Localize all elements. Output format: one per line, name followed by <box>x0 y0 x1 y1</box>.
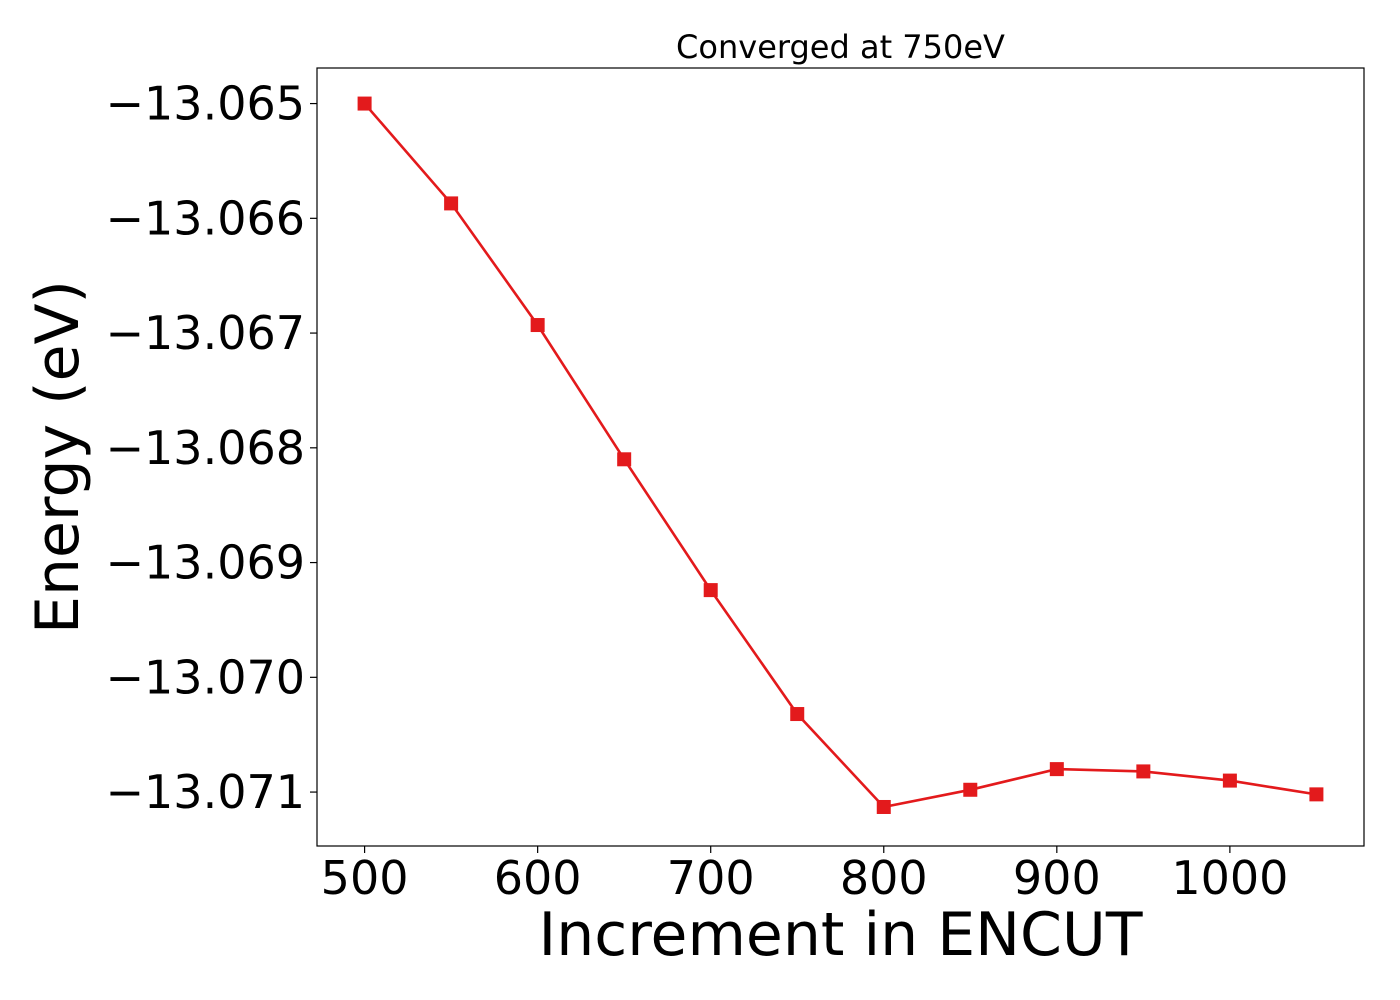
y-tick-label: −13.066 <box>106 191 306 245</box>
data-point-marker <box>876 799 891 814</box>
y-tick-label: −13.065 <box>106 77 306 131</box>
data-point-marker <box>357 96 372 111</box>
series-line <box>363 102 1317 809</box>
data-point-marker <box>790 707 805 722</box>
x-tick-label: 800 <box>840 851 928 905</box>
y-tick-label: −13.069 <box>106 536 306 590</box>
x-axis-label: Increment in ENCUT <box>539 900 1143 970</box>
x-tick-label: 1000 <box>1171 851 1288 905</box>
data-point-marker <box>1222 773 1237 788</box>
data-point-marker <box>444 196 459 211</box>
data-point-marker <box>617 452 632 467</box>
x-tick-label: 500 <box>321 851 409 905</box>
y-axis-label: Energy (eV) <box>23 280 93 634</box>
series-layer <box>357 96 1324 814</box>
data-point-marker <box>703 583 718 598</box>
x-tick-label: 600 <box>494 851 582 905</box>
plot-frame <box>316 67 1365 847</box>
x-tick-label: 900 <box>1013 851 1101 905</box>
data-point-marker <box>963 782 978 797</box>
y-axis-ticks: −13.065 −13.066 −13.067 −13.068 −13.069 −13.0… <box>106 77 317 819</box>
data-point-marker <box>530 318 545 333</box>
x-tick-label: 700 <box>667 851 755 905</box>
data-point-marker <box>1309 787 1324 802</box>
y-tick-label: −13.070 <box>106 650 306 704</box>
data-point-marker <box>1136 764 1151 779</box>
y-tick-label: −13.067 <box>106 306 306 360</box>
data-point-marker <box>1049 762 1064 777</box>
y-tick-label: −13.071 <box>106 765 306 819</box>
x-axis-ticks: 500 600 700 800 900 1000 <box>321 846 1288 905</box>
y-tick-label: −13.068 <box>106 421 306 475</box>
chart-title: Converged at 750eV <box>676 28 1005 66</box>
